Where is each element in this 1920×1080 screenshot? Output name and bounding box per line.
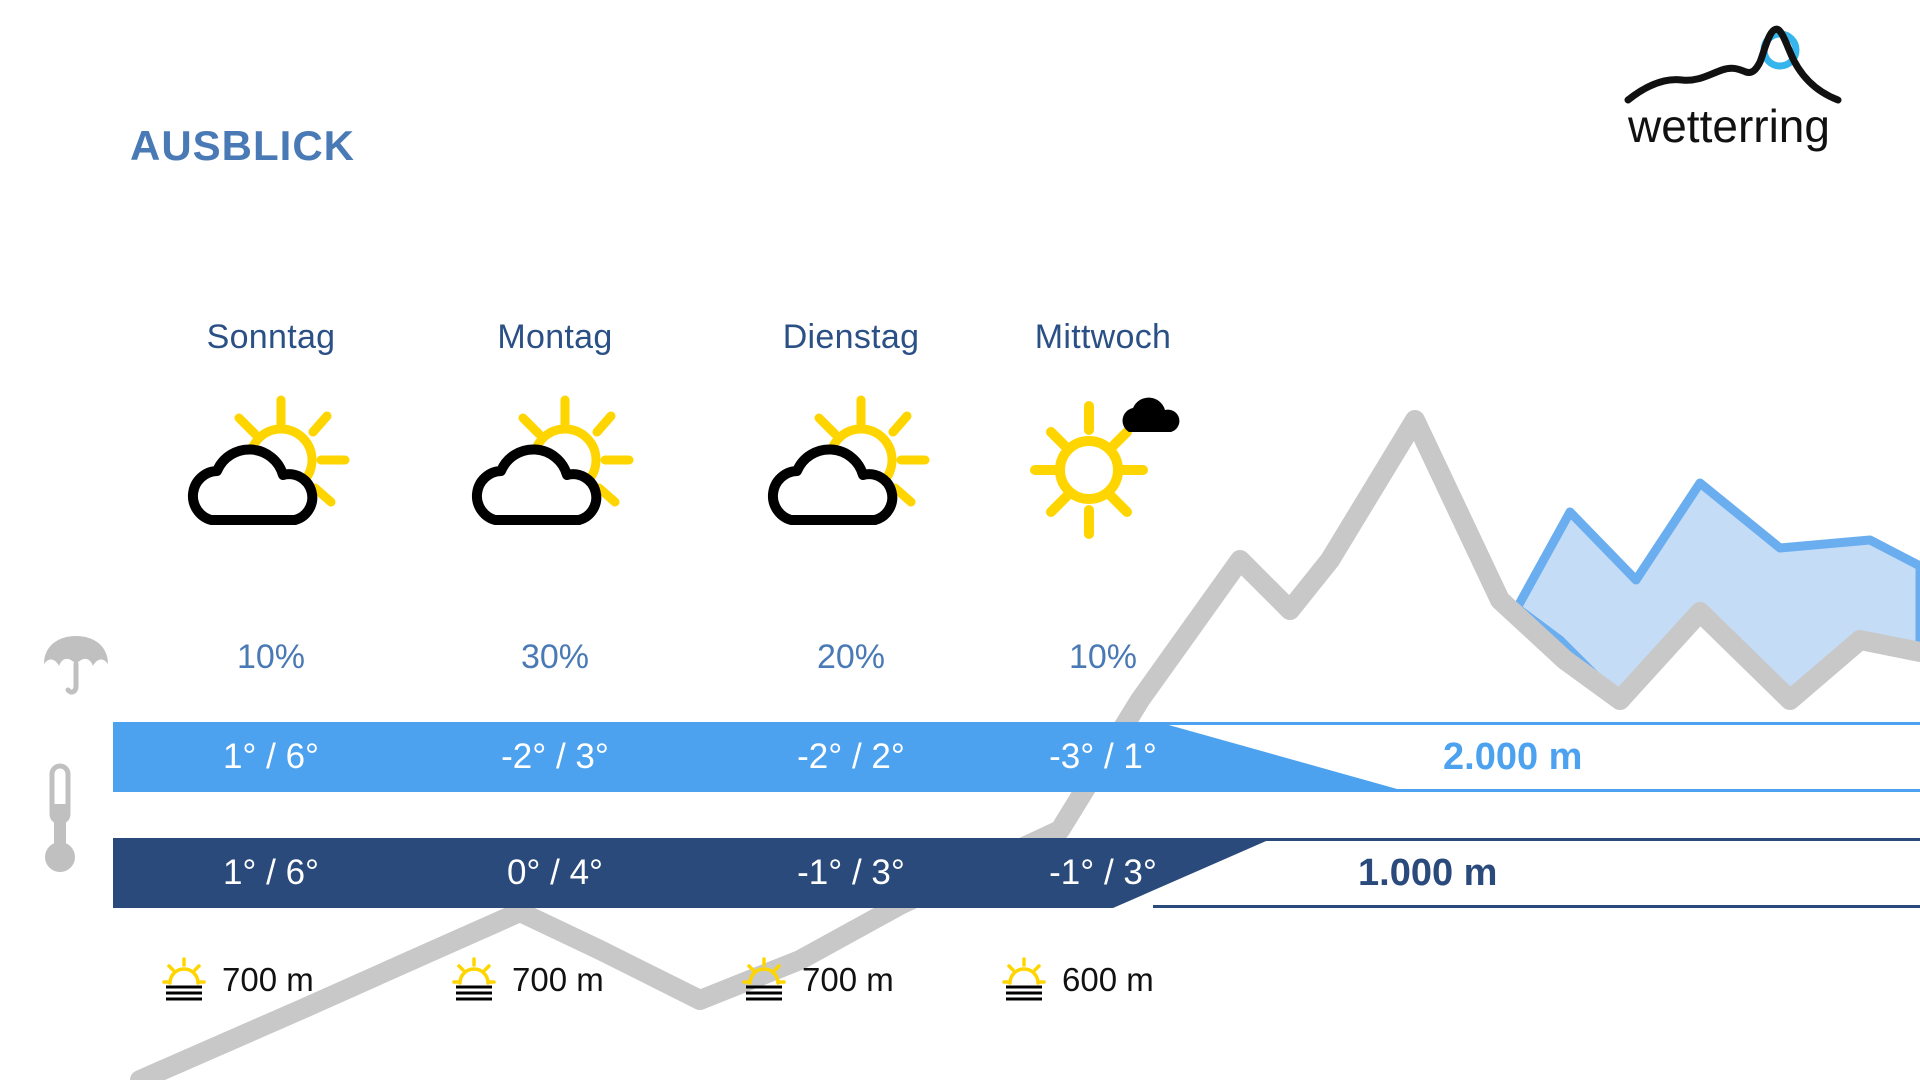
precipitation-probability: 10% bbox=[1068, 638, 1138, 676]
logo-wordmark: wetterring bbox=[1627, 100, 1830, 152]
band-fill bbox=[113, 838, 1273, 908]
snowline-dienstag: 700 m bbox=[740, 950, 894, 1010]
mostly-sunny-icon bbox=[1013, 390, 1193, 550]
temp-2000-sonntag: 1° / 6° bbox=[222, 737, 320, 776]
altitude-label-2000m: 2.000 m bbox=[1443, 736, 1583, 778]
precipitation-probability: 20% bbox=[816, 638, 886, 676]
partly-cloudy-icon bbox=[465, 390, 645, 550]
precipitation-probability: 10% bbox=[236, 638, 306, 676]
band-fill bbox=[113, 722, 1408, 792]
temperature-band-1000m: 1° / 6° 0° / 4° -1° / 3° -1° / 3° 1.000 … bbox=[113, 838, 1920, 908]
temp-2000-mittwoch: -3° / 1° bbox=[1049, 737, 1157, 776]
day-label: Mittwoch bbox=[1034, 318, 1172, 356]
temp-2000-dienstag: -2° / 2° bbox=[797, 737, 905, 776]
band-top-rule bbox=[1153, 838, 1920, 841]
altitude-label-1000m: 1.000 m bbox=[1358, 852, 1498, 894]
umbrella-icon bbox=[40, 630, 112, 702]
partly-cloudy-icon bbox=[181, 390, 361, 550]
thermometer-icon bbox=[40, 762, 80, 874]
band-bottom-rule bbox=[1153, 789, 1920, 792]
temp-1000-dienstag: -1° / 3° bbox=[797, 853, 905, 892]
logo-mountain-icon bbox=[1624, 25, 1842, 104]
ridge-line bbox=[130, 410, 1920, 1080]
temp-1000-mittwoch: -1° / 3° bbox=[1049, 853, 1157, 892]
day-label: Montag bbox=[497, 318, 613, 356]
temp-2000-montag: -2° / 3° bbox=[501, 737, 609, 776]
snowline-mittwoch: 600 m bbox=[1000, 950, 1154, 1010]
snow-line-icon bbox=[450, 956, 498, 1004]
page-title: AUSBLICK bbox=[130, 122, 355, 169]
day-label: Sonntag bbox=[206, 318, 336, 356]
temp-1000-sonntag: 1° / 6° bbox=[222, 853, 320, 892]
partly-cloudy-icon bbox=[761, 390, 941, 550]
snowline-value: 600 m bbox=[1062, 961, 1154, 998]
snowline-sonntag: 700 m bbox=[160, 950, 314, 1010]
day-label: Dienstag bbox=[782, 318, 920, 356]
snowline-value: 700 m bbox=[222, 961, 314, 998]
band-top-rule bbox=[1153, 722, 1920, 725]
snow-line-icon bbox=[1000, 956, 1048, 1004]
precipitation-probability: 30% bbox=[520, 638, 590, 676]
snowline-montag: 700 m bbox=[450, 950, 604, 1010]
temp-1000-montag: 0° / 4° bbox=[506, 853, 604, 892]
snowline-row: 700 m 700 m bbox=[0, 950, 1920, 1010]
snow-line-icon bbox=[740, 956, 788, 1004]
snowline-value: 700 m bbox=[512, 961, 604, 998]
snow-line-icon bbox=[160, 956, 208, 1004]
wetterring-logo: wetterring bbox=[1622, 22, 1852, 152]
snowline-value: 700 m bbox=[802, 961, 894, 998]
temperature-band-2000m: 1° / 6° -2° / 3° -2° / 2° -3° / 1° 2.000… bbox=[113, 722, 1920, 792]
band-bottom-rule bbox=[1153, 905, 1920, 908]
